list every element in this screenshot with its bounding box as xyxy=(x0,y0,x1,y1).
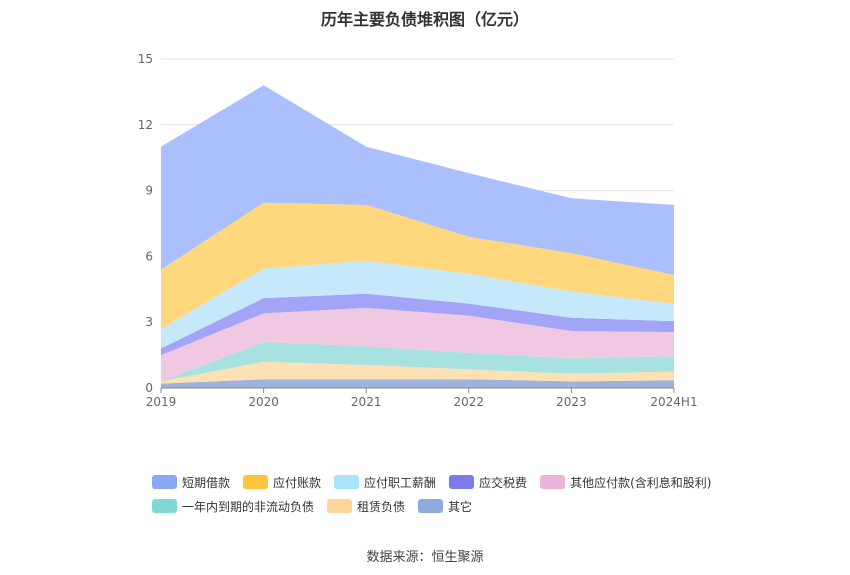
y-tick-label: 3 xyxy=(145,315,153,329)
area-series xyxy=(161,85,674,388)
legend-label: 其他应付款(含利息和股利) xyxy=(570,475,712,490)
y-tick-label: 6 xyxy=(145,249,153,263)
y-tick-label: 0 xyxy=(145,381,153,395)
y-tick-label: 9 xyxy=(145,184,153,198)
legend: 短期借款 应付账款 应付职工薪酬 应交税费 其他应付款(含利息和股利) 一年内到期的非流动… xyxy=(152,470,772,518)
legend-label: 租赁负债 xyxy=(357,499,406,514)
legend-swatch xyxy=(152,475,177,489)
area-series-应付职工薪酬 xyxy=(161,260,674,349)
x-tick-label: 2022 xyxy=(454,395,485,409)
legend-swatch xyxy=(243,475,269,489)
y-tick-label: 15 xyxy=(138,52,153,66)
area-series-其它 xyxy=(161,379,674,388)
area-series-应交税费 xyxy=(161,293,674,356)
x-tick-label: 2020 xyxy=(248,395,279,409)
axes: 0 3 6 9 12 15 2019 2020 2021 2022 2023 2024H1 xyxy=(138,52,698,409)
legend-label: 应交税费 xyxy=(479,475,528,490)
legend-swatch xyxy=(334,475,360,489)
legend-swatch xyxy=(152,499,177,513)
chart-title: 历年主要负债堆积图（亿元） xyxy=(320,10,529,29)
legend-label: 其它 xyxy=(448,499,473,514)
legend-swatch xyxy=(540,475,566,489)
legend-item[interactable]: 一年内到期的非流动负债 xyxy=(152,494,314,518)
x-tick-label: 2023 xyxy=(556,395,587,409)
legend-item[interactable]: 短期借款 xyxy=(152,470,230,494)
legend-label: 短期借款 xyxy=(182,475,231,490)
legend-swatch xyxy=(418,499,444,513)
x-tick-label: 2021 xyxy=(351,395,382,409)
area-series-短期借款 xyxy=(161,85,674,275)
x-tick-label: 2024H1 xyxy=(650,395,697,409)
legend-item[interactable]: 其他应付款(含利息和股利) xyxy=(540,470,711,494)
area-series-租赁负债 xyxy=(161,361,674,384)
legend-item[interactable]: 其它 xyxy=(418,494,472,518)
y-tick-label: 12 xyxy=(138,118,153,132)
legend-item[interactable]: 租赁负债 xyxy=(327,494,405,518)
x-tick-label: 2019 xyxy=(146,395,177,409)
legend-label: 一年内到期的非流动负债 xyxy=(182,499,315,514)
legend-label: 应付账款 xyxy=(273,475,322,490)
source-note: 数据来源：恒生聚源 xyxy=(366,550,484,565)
area-series-其他应付款(含利息和股利) xyxy=(161,307,674,382)
legend-swatch xyxy=(449,475,475,489)
area-series-应付账款 xyxy=(161,202,674,329)
legend-item[interactable]: 应交税费 xyxy=(449,470,527,494)
legend-item[interactable]: 应付账款 xyxy=(243,470,321,494)
legend-label: 应付职工薪酬 xyxy=(364,475,437,490)
legend-swatch xyxy=(327,499,353,513)
legend-item[interactable]: 应付职工薪酬 xyxy=(334,470,436,494)
area-series-一年内到期的非流动负债 xyxy=(161,341,674,382)
